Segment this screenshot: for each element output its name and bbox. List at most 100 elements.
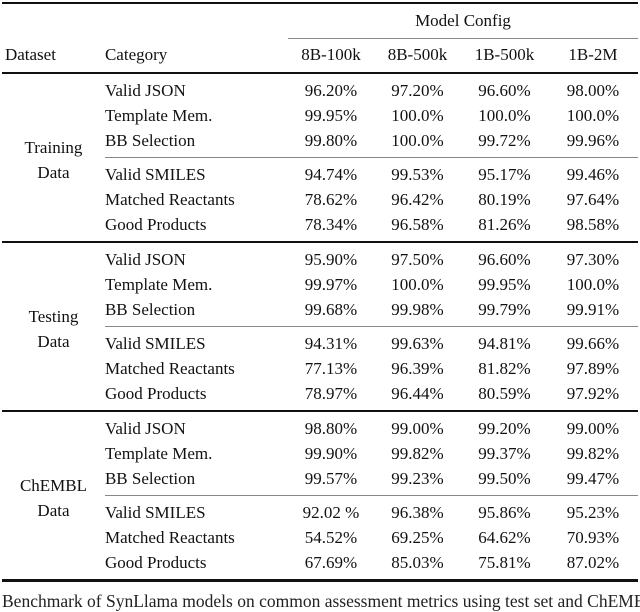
value-cell: 99.23% bbox=[373, 466, 461, 496]
value-cell: 99.46% bbox=[566, 165, 620, 184]
column-header-8b-100k: 8B-100k bbox=[301, 45, 361, 64]
value-cell: 69.25% bbox=[391, 528, 444, 547]
value-cell: 99.53% bbox=[391, 165, 444, 184]
table-row: Template Mem. 99.90% 99.82% 99.37% 99.82… bbox=[2, 441, 638, 466]
value-cell: 96.58% bbox=[391, 215, 444, 234]
dataset-label-line1: ChEMBL bbox=[19, 475, 87, 495]
value-cell: 99.98% bbox=[373, 297, 461, 327]
value-cell: 97.89% bbox=[566, 359, 620, 378]
dataset-label-line2: Data bbox=[37, 331, 70, 351]
value-cell: 99.37% bbox=[478, 444, 531, 463]
table-row: Valid SMILES 94.74% 99.53% 95.17% 99.46% bbox=[2, 158, 638, 188]
value-cell: 100.0% bbox=[391, 275, 444, 294]
column-header-category: Category bbox=[104, 45, 168, 64]
value-cell: 96.60% bbox=[478, 81, 531, 100]
group-header-row: Model Config bbox=[2, 3, 639, 39]
category-cell: Matched Reactants bbox=[104, 190, 235, 209]
table-row: Matched Reactants 54.52% 69.25% 64.62% 7… bbox=[2, 525, 638, 550]
column-header-1b-2m: 1B-2M bbox=[568, 45, 618, 64]
column-header-row: Dataset Category 8B-100k 8B-500k 1B-500k… bbox=[2, 39, 638, 74]
value-cell: 99.95% bbox=[478, 275, 531, 294]
table-row: Template Mem. 99.95% 100.0% 100.0% 100.0… bbox=[2, 103, 638, 128]
value-cell: 99.96% bbox=[547, 128, 639, 158]
results-table: Model Config Dataset Category 8B-100k 8B… bbox=[1, 2, 639, 582]
value-cell: 78.97% bbox=[304, 384, 358, 403]
dataset-label-testing: Testing Data bbox=[2, 242, 105, 411]
value-cell: 96.38% bbox=[391, 503, 444, 522]
table-row: Matched Reactants 77.13% 96.39% 81.82% 9… bbox=[2, 356, 638, 381]
value-cell: 99.47% bbox=[547, 466, 639, 496]
table-row: Template Mem. 99.97% 100.0% 99.95% 100.0… bbox=[2, 272, 638, 297]
value-cell: 99.91% bbox=[547, 297, 639, 327]
table-row: Good Products 78.97% 96.44% 80.59% 97.92… bbox=[2, 381, 638, 411]
value-cell: 99.80% bbox=[287, 128, 374, 158]
dataset-label-chembl: ChEMBL Data bbox=[2, 411, 105, 581]
value-cell: 99.20% bbox=[478, 419, 531, 438]
dataset-label-line1: Training bbox=[24, 137, 83, 157]
value-cell: 100.0% bbox=[478, 106, 531, 125]
table-row: ChEMBL Data Valid JSON 98.80% 99.00% 99.… bbox=[2, 411, 638, 520]
category-cell: Template Mem. bbox=[104, 106, 213, 125]
group-header-model-config: Model Config bbox=[287, 3, 639, 39]
value-cell: 97.30% bbox=[566, 250, 620, 269]
value-cell: 70.93% bbox=[566, 528, 620, 547]
table-row: Testing Data Valid JSON 95.90% 97.50% 96… bbox=[2, 242, 638, 351]
value-cell: 97.20% bbox=[391, 81, 444, 100]
table-row: Valid SMILES 92.02 % 96.38% 95.86% 95.23… bbox=[2, 496, 638, 526]
category-cell: Valid SMILES bbox=[104, 165, 206, 184]
table-row: Good Products 67.69% 85.03% 75.81% 87.02… bbox=[2, 550, 638, 581]
header-spacer bbox=[2, 3, 288, 39]
value-cell: 99.00% bbox=[566, 419, 620, 438]
value-cell: 96.60% bbox=[478, 250, 531, 269]
value-cell: 80.59% bbox=[478, 384, 531, 403]
category-cell: Valid JSON bbox=[104, 250, 186, 269]
value-cell: 78.34% bbox=[304, 215, 358, 234]
category-cell: Template Mem. bbox=[104, 275, 213, 294]
dataset-label-training: Training Data bbox=[2, 73, 105, 242]
value-cell: 54.52% bbox=[304, 528, 358, 547]
value-cell: 99.95% bbox=[304, 106, 358, 125]
category-cell: BB Selection bbox=[104, 297, 288, 327]
value-cell: 78.62% bbox=[304, 190, 358, 209]
category-cell: Valid SMILES bbox=[104, 334, 206, 353]
category-cell: BB Selection bbox=[104, 128, 288, 158]
value-cell: 97.92% bbox=[566, 384, 620, 403]
value-cell: 99.97% bbox=[304, 275, 358, 294]
value-cell: 94.31% bbox=[304, 334, 358, 353]
value-cell: 99.72% bbox=[460, 128, 548, 158]
value-cell: 95.86% bbox=[478, 503, 531, 522]
value-cell: 85.03% bbox=[391, 553, 444, 572]
value-cell: 96.42% bbox=[391, 190, 444, 209]
value-cell: 99.82% bbox=[391, 444, 444, 463]
value-cell: 92.02 % bbox=[302, 503, 360, 522]
table-row: Training Data Valid JSON 96.20% 97.20% 9… bbox=[2, 73, 638, 182]
value-cell: 99.63% bbox=[391, 334, 444, 353]
value-cell: 99.50% bbox=[460, 466, 548, 496]
dataset-label-line1: Testing bbox=[28, 306, 79, 326]
category-cell: Matched Reactants bbox=[104, 528, 235, 547]
value-cell: 80.19% bbox=[478, 190, 531, 209]
dataset-label-line2: Data bbox=[37, 500, 70, 520]
value-cell: 95.17% bbox=[478, 165, 531, 184]
column-header-dataset: Dataset bbox=[4, 45, 56, 64]
value-cell: 81.82% bbox=[478, 359, 531, 378]
category-cell: Good Products bbox=[104, 215, 207, 234]
value-cell: 98.80% bbox=[304, 419, 358, 438]
category-cell: Valid JSON bbox=[104, 81, 186, 100]
value-cell: 67.69% bbox=[304, 553, 358, 572]
value-cell: 97.50% bbox=[391, 250, 444, 269]
category-cell: Good Products bbox=[104, 553, 207, 572]
category-cell: Valid JSON bbox=[104, 419, 186, 438]
block-training-data: Training Data Valid JSON 96.20% 97.20% 9… bbox=[2, 73, 639, 242]
value-cell: 87.02% bbox=[566, 553, 620, 572]
category-cell: Valid SMILES bbox=[104, 503, 206, 522]
value-cell: 95.23% bbox=[566, 503, 620, 522]
value-cell: 100.0% bbox=[391, 106, 444, 125]
block-chembl-data: ChEMBL Data Valid JSON 98.80% 99.00% 99.… bbox=[1, 411, 639, 581]
category-cell: Template Mem. bbox=[104, 444, 213, 463]
value-cell: 96.20% bbox=[304, 81, 358, 100]
value-cell: 99.79% bbox=[460, 297, 548, 327]
column-header-1b-500k: 1B-500k bbox=[474, 45, 535, 64]
dataset-label-line2: Data bbox=[37, 162, 70, 182]
